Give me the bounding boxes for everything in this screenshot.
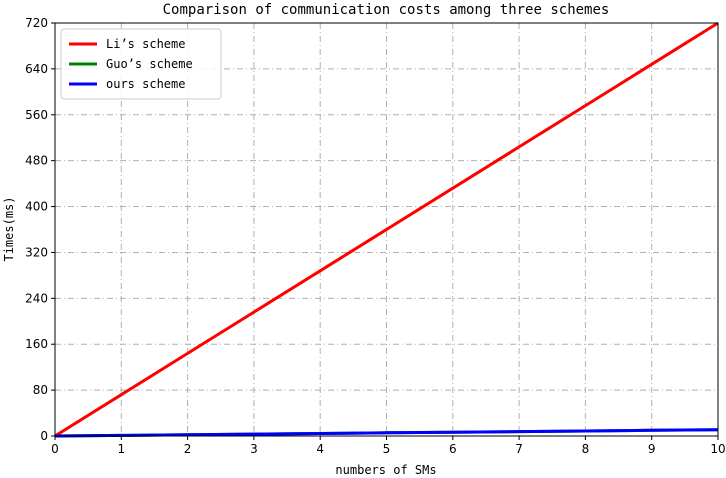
- y-tick-label: 560: [25, 108, 48, 122]
- x-axis-label: numbers of SMs: [335, 463, 436, 477]
- series-line-2: [54, 428, 719, 438]
- y-tick-label: 160: [25, 337, 48, 351]
- y-axis-label: Times(ms): [2, 196, 16, 261]
- y-tick-label: 240: [25, 291, 48, 305]
- y-tick-label: 480: [25, 154, 48, 168]
- y-tick-label: 720: [25, 16, 48, 30]
- x-tick-label: 7: [515, 442, 523, 456]
- x-tick-label: 8: [582, 442, 590, 456]
- y-tick-label: 640: [25, 62, 48, 76]
- x-tick-label: 5: [383, 442, 391, 456]
- chart-title: Comparison of communication costs among …: [163, 2, 610, 18]
- x-tick-label: 4: [316, 442, 324, 456]
- ticks: 0 1 2 3 4 5 6 7 8 9 10 0 80 160 240 320 400 480 560 640 720: [25, 16, 726, 456]
- x-tick-label: 0: [51, 442, 59, 456]
- y-tick-label: 400: [25, 200, 48, 214]
- legend-label: Guo’s scheme: [106, 57, 193, 71]
- series-group: [54, 21, 719, 438]
- y-tick-label: 0: [40, 429, 48, 443]
- x-tick-label: 6: [449, 442, 457, 456]
- legend: Li’s scheme Guo’s scheme ours scheme: [60, 28, 222, 100]
- x-tick-label: 9: [648, 442, 656, 456]
- legend-label: ours scheme: [106, 77, 185, 91]
- x-tick-label: 1: [117, 442, 125, 456]
- x-tick-label: 10: [710, 442, 725, 456]
- y-tick-label: 320: [25, 245, 48, 259]
- y-tick-label: 80: [33, 383, 48, 397]
- legend-label: Li’s scheme: [106, 37, 185, 51]
- x-tick-label: 3: [250, 442, 258, 456]
- series-line-0: [54, 21, 719, 438]
- x-tick-label: 2: [184, 442, 192, 456]
- legend-box: [60, 28, 222, 100]
